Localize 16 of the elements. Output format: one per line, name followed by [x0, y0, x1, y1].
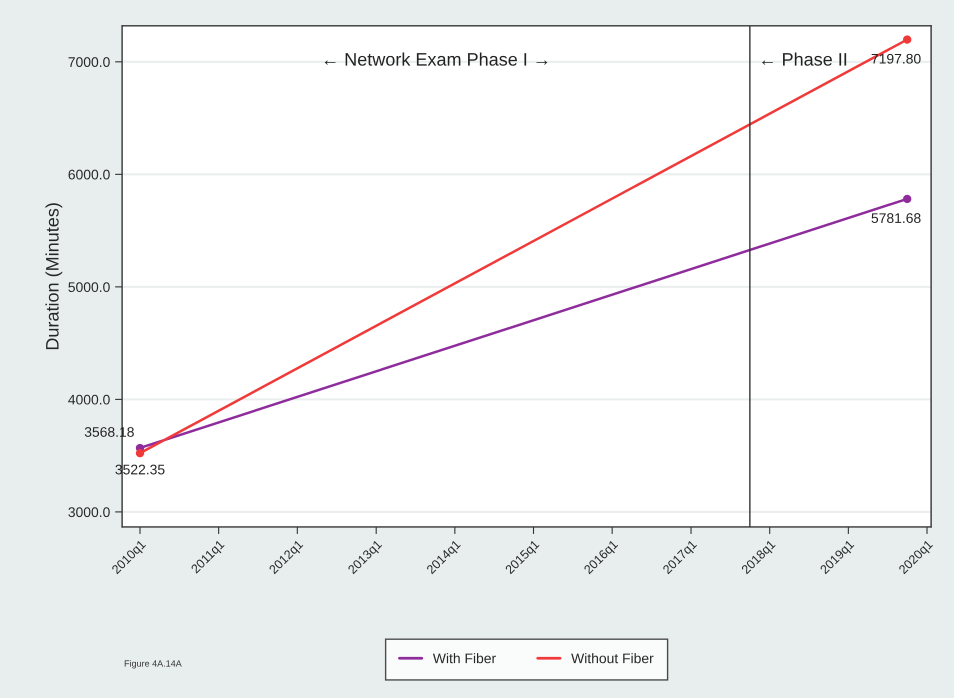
point	[136, 448, 144, 458]
point	[903, 35, 912, 44]
annotation: ← Phase II	[762, 52, 846, 66]
caption: Figure 4A.14A	[124, 660, 182, 668]
legend-label: Without Fiber	[571, 653, 654, 664]
legend-label: With Fiber	[432, 653, 496, 664]
annotation: ← Network Exam Phase I →	[324, 52, 548, 66]
y-tick-label: 3000.0	[68, 507, 110, 518]
y-tick-label: 4000.0	[68, 394, 110, 405]
data-label: 5781.68	[872, 213, 921, 224]
y-axis-title: Duration (Minutes)	[45, 203, 62, 350]
point	[903, 194, 912, 204]
y-tick-label: 6000.0	[68, 170, 110, 180]
data-label: 7197.80	[872, 54, 921, 64]
y-tick-label: 7000.0	[68, 57, 110, 67]
y-tick-label: 5000.0	[68, 282, 110, 292]
